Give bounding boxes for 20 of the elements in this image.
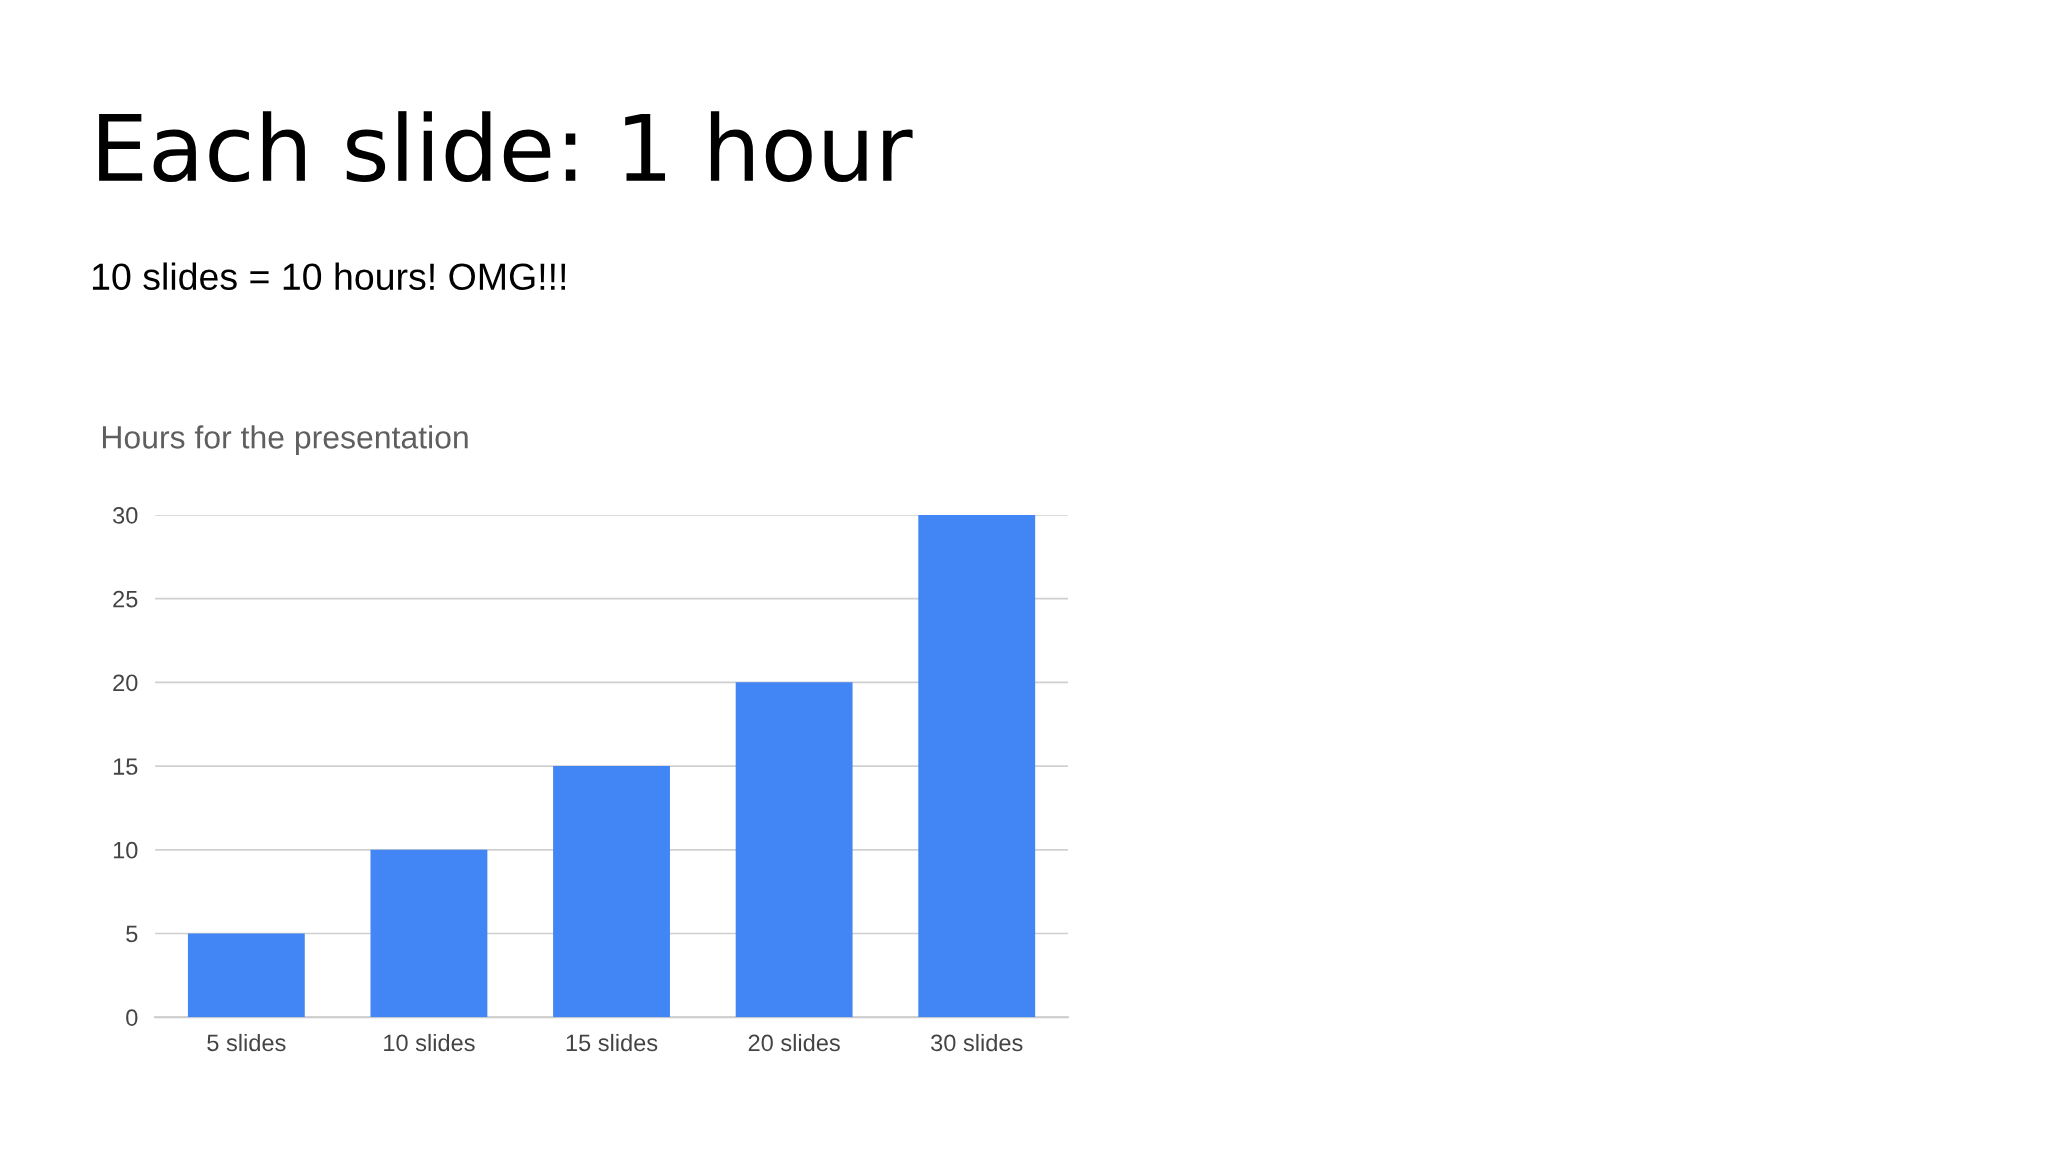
x-tick-label: 30 slides [931, 1033, 1023, 1052]
y-tick-label: 5 [126, 925, 138, 943]
bar [187, 933, 305, 1018]
x-tick-label: 20 slides [748, 1033, 840, 1052]
x-tick-label: 5 slides [207, 1033, 286, 1052]
bar [370, 849, 488, 1018]
chart-subtitle: 10 slides = 10 hours! OMG!!! [92, 262, 566, 290]
chart-title: Each slide: 1 hour [99, 111, 913, 183]
bar [553, 766, 670, 1018]
y-tick-label: 25 [113, 590, 138, 608]
bar [918, 514, 1036, 1018]
x-tick-label: 10 slides [384, 1033, 475, 1052]
y-tick-label: 30 [113, 507, 138, 524]
x-tick-label: 15 slides [566, 1033, 658, 1052]
y-tick-label: 10 [113, 841, 138, 859]
bar [735, 682, 853, 1018]
y-tick-label: 15 [113, 758, 138, 775]
y-tick-label: 20 [113, 674, 138, 692]
text: Hours for the presentation [102, 425, 468, 455]
y-tick-label: 0 [126, 1009, 138, 1026]
